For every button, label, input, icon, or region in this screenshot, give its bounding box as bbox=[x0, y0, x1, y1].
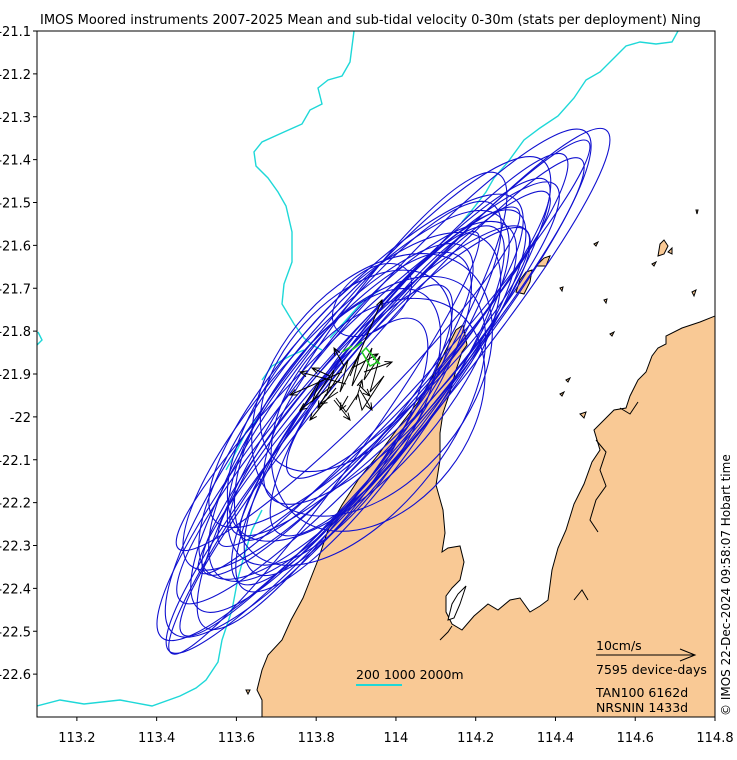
y-axis: -21.1 -21.2 -21.3 -21.4 -21.5 -21.6 -21.7 -21.8… bbox=[0, 25, 37, 683]
y-tick-label: -22.5 bbox=[0, 625, 31, 640]
variance-ellipse bbox=[331, 262, 413, 338]
y-tick-label: -22.1 bbox=[0, 454, 31, 469]
scale-days-label: 7595 device-days bbox=[596, 662, 707, 677]
velocity-vector bbox=[288, 371, 343, 396]
variance-ellipse bbox=[239, 152, 569, 541]
variance-ellipse bbox=[182, 243, 474, 571]
variance-ellipse bbox=[208, 251, 472, 583]
variance-ellipse bbox=[270, 297, 486, 532]
velocity-vector bbox=[359, 389, 373, 412]
y-tick-label: -21.9 bbox=[0, 368, 31, 383]
y-tick-label: -21.4 bbox=[0, 154, 31, 169]
velocity-vector bbox=[363, 361, 394, 373]
isobath-legend-label: 200 1000 2000m bbox=[356, 667, 464, 682]
velocity-vectors bbox=[288, 298, 394, 421]
variance-ellipse bbox=[197, 139, 591, 575]
variance-ellipse bbox=[243, 317, 429, 577]
y-tick-label: -22.3 bbox=[0, 540, 31, 555]
y-tick-label: -21.8 bbox=[0, 325, 31, 340]
mean-markers bbox=[341, 341, 381, 367]
y-tick-label: -21.5 bbox=[0, 197, 31, 212]
variance-ellipse bbox=[259, 269, 453, 473]
scale-arrow-icon bbox=[596, 648, 697, 662]
velocity-vector bbox=[298, 379, 341, 411]
x-axis: 113.2 113.4 113.6 113.8 114 114.2 114.4 114.6 11… bbox=[58, 717, 734, 746]
velocity-vector bbox=[298, 370, 347, 385]
variance-ellipse bbox=[179, 157, 585, 637]
x-tick-label: 113.4 bbox=[138, 731, 175, 746]
velocity-vector bbox=[339, 395, 349, 412]
x-tick-label: 114.4 bbox=[537, 731, 574, 746]
x-tick-label: 114 bbox=[384, 731, 409, 746]
y-tick-label: -22.2 bbox=[0, 497, 31, 512]
islands bbox=[245, 209, 699, 696]
inlet-outline bbox=[447, 585, 467, 621]
variance-ellipse bbox=[176, 181, 560, 605]
x-tick-label: 114.2 bbox=[457, 731, 494, 746]
bathymetry-legend: 200 1000 2000m bbox=[356, 667, 464, 686]
y-tick-label: -21.6 bbox=[0, 239, 31, 254]
y-tick-label: -22 bbox=[10, 411, 31, 426]
velocity-vector bbox=[355, 378, 364, 401]
variance-ellipse bbox=[175, 206, 521, 552]
variance-ellipse bbox=[285, 226, 531, 479]
y-tick-label: -21.2 bbox=[0, 68, 31, 83]
x-tick-label: 114.6 bbox=[617, 731, 654, 746]
velocity-vector bbox=[317, 393, 327, 410]
velocity-vector bbox=[310, 367, 331, 377]
x-tick-label: 113.6 bbox=[218, 731, 255, 746]
velocity-vector bbox=[349, 298, 383, 377]
station-tan100: TAN100 6162d bbox=[595, 685, 688, 700]
y-tick-label: -22.6 bbox=[0, 668, 31, 683]
scale-arrow: 10cm/s 7595 device-days bbox=[596, 638, 707, 677]
imos-watermark: © IMOS 22-Dec-2024 09:58:07 Hobart time bbox=[719, 454, 733, 716]
velocity-vector bbox=[333, 399, 351, 421]
y-tick-label: -21.1 bbox=[0, 25, 31, 40]
subtidal-trace bbox=[299, 347, 385, 413]
variance-ellipse bbox=[251, 253, 493, 517]
inlet-outline-2 bbox=[439, 401, 639, 641]
y-tick-label: -21.7 bbox=[0, 282, 31, 297]
x-tick-label: 113.2 bbox=[58, 731, 95, 746]
variance-ellipse bbox=[226, 288, 442, 566]
variance-ellipse bbox=[165, 127, 611, 654]
x-tick-label: 113.8 bbox=[298, 731, 335, 746]
variance-ellipse bbox=[168, 231, 480, 655]
land-mass bbox=[256, 315, 715, 717]
velocity-vector bbox=[333, 346, 345, 367]
isobaths bbox=[37, 31, 679, 707]
figure-title: IMOS Moored instruments 2007-2025 Mean a… bbox=[40, 13, 701, 28]
variance-ellipses bbox=[156, 127, 611, 655]
variance-ellipse bbox=[235, 225, 505, 593]
velocity-vector bbox=[357, 383, 371, 397]
scale-speed-label: 10cm/s bbox=[596, 638, 642, 653]
x-tick-label: 114.8 bbox=[696, 731, 733, 746]
map-area bbox=[37, 31, 715, 717]
station-nrsnin: NRSNIN 1433d bbox=[596, 700, 688, 715]
y-tick-label: -22.4 bbox=[0, 582, 31, 597]
y-tick-label: -21.3 bbox=[0, 111, 31, 126]
